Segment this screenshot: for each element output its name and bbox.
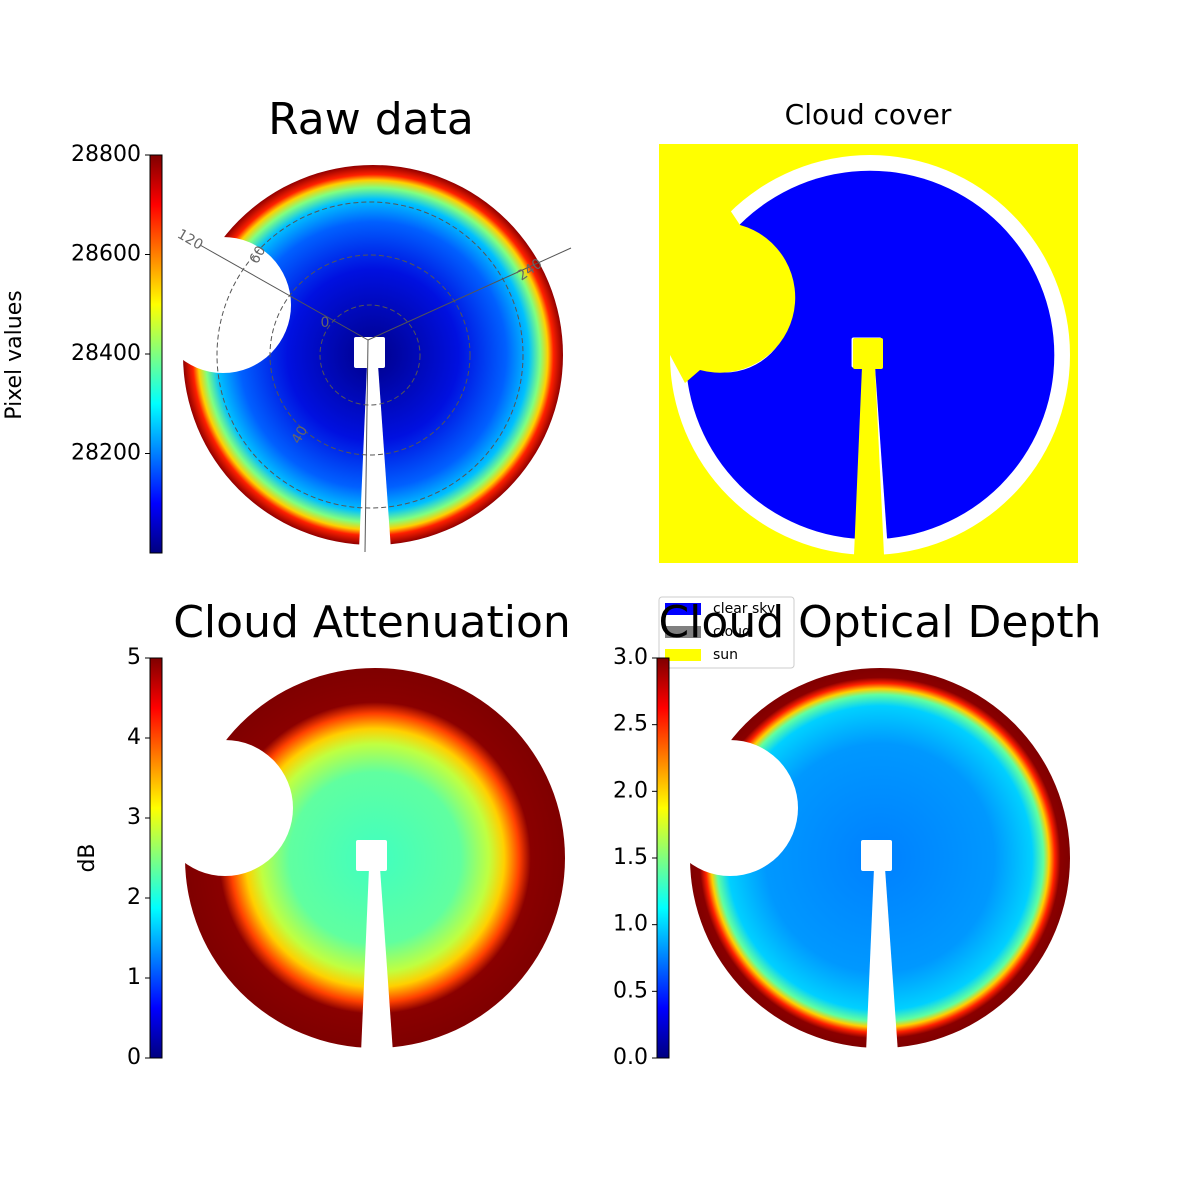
cover-mast — [854, 367, 884, 555]
legend-swatch — [665, 626, 701, 638]
polar-label: 0 — [321, 315, 330, 331]
colorbar-tick-label: 3 — [127, 805, 141, 830]
colorbar — [656, 657, 670, 1059]
polar-axes — [199, 244, 572, 553]
colorbar-tick-label: 0.0 — [613, 1045, 648, 1070]
polar-label: 60 — [247, 243, 270, 266]
polar-label: 40 — [289, 423, 312, 446]
panel-title: Cloud Attenuation — [173, 597, 571, 648]
panel-title: Raw data — [268, 94, 474, 145]
panel-title: Cloud Optical Depth — [658, 597, 1101, 648]
colorbar-tick-label: 1.5 — [613, 845, 648, 870]
colorbar-tick-label: 2 — [127, 885, 141, 910]
cover-sun — [670, 180, 796, 383]
colorbar-tick-label: 0 — [127, 1045, 141, 1070]
colorbar-tick-label: 3.0 — [613, 645, 648, 670]
colorbar-label: dB — [75, 843, 100, 872]
colorbar-tick-label: 0.5 — [613, 978, 648, 1003]
colorbar-tick-label: 5 — [127, 645, 141, 670]
colorbar-tick-label: 28200 — [71, 441, 141, 466]
legend-label: clear sky — [713, 601, 775, 617]
panel-cloud-cover — [659, 144, 1078, 563]
legend-swatch — [665, 649, 701, 661]
legend-label: cloud — [713, 624, 751, 640]
cover-mast-top — [853, 338, 883, 369]
polar-grid — [216, 201, 524, 509]
colorbar — [149, 657, 163, 1059]
panel-cod — [680, 658, 1080, 1058]
panel-title: Cloud cover — [785, 98, 952, 131]
colorbar — [149, 154, 163, 554]
legend-swatch — [665, 603, 701, 615]
colorbar-tick-label: 2.0 — [613, 778, 648, 803]
colorbar-tick-label: 2.5 — [613, 712, 648, 737]
colorbar-tick-label: 4 — [127, 725, 141, 750]
colorbar-tick-label: 1 — [127, 965, 141, 990]
legend-label: sun — [713, 647, 738, 663]
colorbar-tick-label: 28800 — [71, 142, 141, 167]
cod-image — [680, 658, 1080, 1058]
panel-attenuation — [175, 658, 575, 1058]
colorbar-label: Pixel values — [2, 290, 27, 419]
legend: clear sky cloud sun — [658, 596, 795, 669]
colorbar-tick-label: 1.0 — [613, 912, 648, 937]
panel-raw — [173, 155, 573, 555]
colorbar-tick-label: 28600 — [71, 242, 141, 267]
colorbar-tick-label: 28400 — [71, 341, 141, 366]
attenuation-image — [175, 658, 575, 1058]
raw-image — [173, 155, 573, 555]
